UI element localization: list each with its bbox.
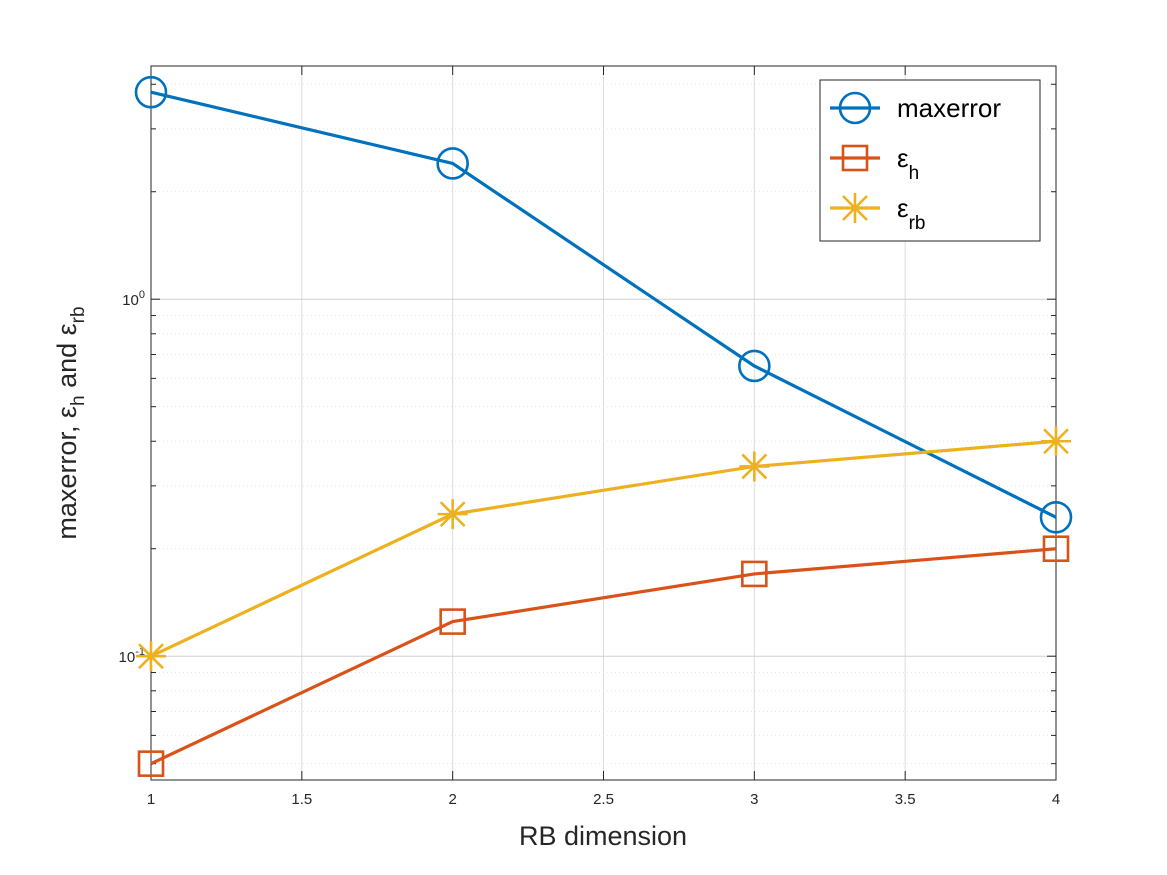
x-tick-label: 2.5 (593, 791, 614, 808)
legend-label-subscript: rb (909, 213, 926, 234)
legend-label-main: ε (897, 193, 909, 223)
x-tick-label: 1 (147, 791, 155, 808)
legend-marker-2 (840, 193, 870, 223)
x-tick-label: 3 (750, 791, 758, 808)
data-point-1-1 (439, 608, 466, 635)
series-markers (134, 75, 1073, 777)
asterisk-stroke (842, 195, 868, 221)
asterisk-stroke (439, 501, 466, 528)
series-lines (150, 90, 1057, 766)
y-label-epsilon-1: ε (52, 406, 82, 418)
y-label-subscript-rb: rb (68, 306, 89, 323)
x-tick-label: 2 (448, 791, 456, 808)
x-tick-label: 1.5 (291, 791, 312, 808)
legend-label-main: maxerror (897, 93, 1001, 123)
data-point-0-3 (1039, 500, 1073, 534)
legend-label-0: maxerror (897, 93, 1001, 123)
series-line-0 (150, 90, 1057, 519)
data-point-2-3 (1041, 426, 1071, 457)
y-tick-label-base: 10 (119, 649, 136, 666)
asterisk-stroke (138, 643, 164, 670)
asterisk-stroke (1043, 428, 1069, 455)
data-point-2-2 (739, 451, 770, 482)
data-point-0-0 (134, 75, 168, 109)
legend-label-subscript: h (909, 163, 920, 184)
asterisk-stroke (741, 453, 768, 480)
y-axis-label: maxerror, εh and εrb (52, 306, 89, 539)
legend-label-2: εrb (897, 193, 926, 234)
y-tick-label-exponent: -1 (135, 646, 145, 658)
x-tick-label: 4 (1052, 791, 1060, 808)
y-label-lead: maxerror, (52, 418, 82, 540)
data-point-1-3 (1042, 535, 1070, 563)
legend-marker-0 (838, 91, 872, 125)
y-tick-label: 100 (122, 289, 145, 309)
y-label-subscript-h: h (68, 395, 89, 406)
y-label-and: and (52, 335, 82, 395)
y-tick-label-exponent: 0 (139, 289, 145, 301)
data-point-2-1 (437, 499, 468, 530)
series-line-2 (150, 439, 1057, 658)
y-tick-label: 10-1 (119, 646, 145, 666)
data-point-2-0 (136, 641, 166, 672)
legend-label-1: εh (897, 143, 919, 184)
series-line-1 (150, 547, 1057, 766)
legend-marker-1 (841, 144, 869, 172)
data-point-1-2 (741, 560, 768, 588)
data-point-0-2 (738, 349, 771, 383)
data-point-0-1 (436, 147, 469, 180)
y-label-epsilon-2: ε (52, 323, 82, 335)
legend-label-main: ε (897, 143, 909, 173)
y-tick-label-base: 10 (122, 292, 139, 309)
x-tick-label: 3.5 (895, 791, 916, 808)
data-point-1-0 (137, 750, 165, 777)
x-axis-label: RB dimension (519, 821, 687, 851)
